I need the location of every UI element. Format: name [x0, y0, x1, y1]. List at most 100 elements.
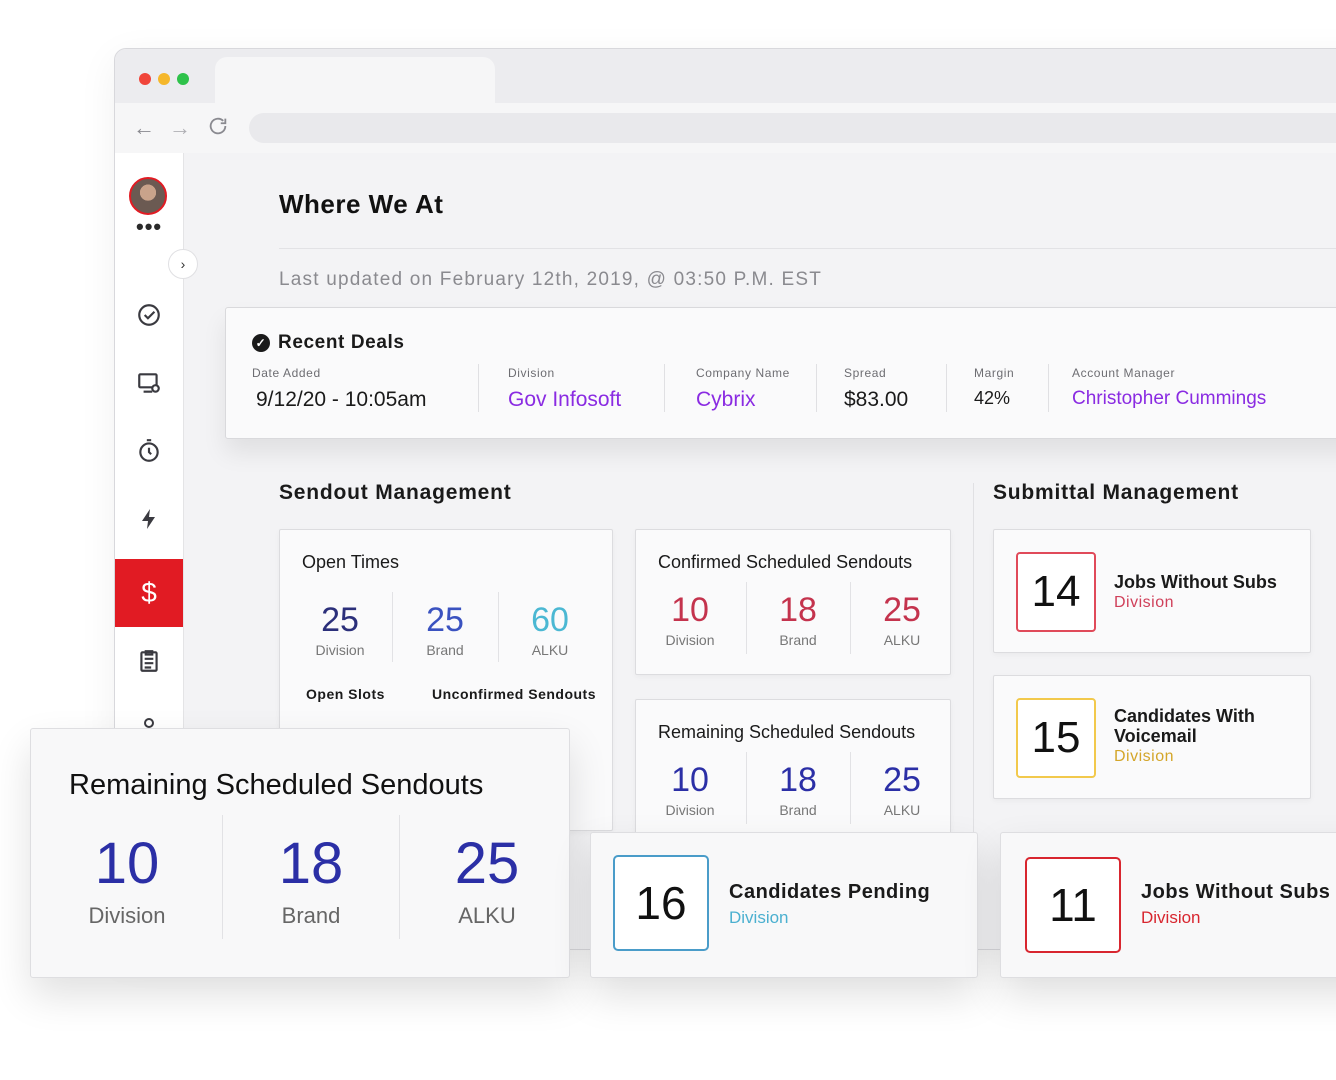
- card-title: Remaining Scheduled Sendouts: [658, 722, 916, 742]
- lightning-icon[interactable]: [115, 485, 183, 553]
- deal-label: Company Name: [696, 366, 790, 380]
- desktop-settings-icon[interactable]: [115, 349, 183, 417]
- deal-label: Margin: [974, 366, 1015, 380]
- back-arrow-icon[interactable]: ←: [133, 115, 155, 140]
- deal-label: Spread: [844, 366, 887, 380]
- submittal-management-heading: Submittal Management: [993, 481, 1239, 504]
- sidebar-collapse-button[interactable]: ›: [168, 249, 198, 279]
- deal-label: Division: [508, 366, 555, 380]
- candidates-voicemail-count: 15: [1016, 698, 1096, 778]
- divider: [746, 752, 747, 824]
- stat-value: 18: [779, 761, 817, 799]
- stat-value: 10: [94, 831, 160, 896]
- clipboard-icon[interactable]: [115, 627, 183, 695]
- stat-value: 10: [671, 591, 709, 629]
- title-bar: [115, 49, 1336, 103]
- stopwatch-icon[interactable]: [115, 417, 183, 485]
- unconfirmed-sendouts-label: Unconfirmed Sendouts: [432, 686, 597, 702]
- divider: [816, 364, 817, 412]
- open-slots-label: Open Slots: [306, 686, 385, 702]
- stat-alku: 25 ALKU: [862, 762, 942, 818]
- stat-alku: 60 ALKU: [510, 602, 590, 658]
- forward-arrow-icon[interactable]: →: [169, 115, 191, 140]
- jobs-without-subs-card[interactable]: 14 Jobs Without Subs Division: [993, 529, 1311, 653]
- deal-value: 9/12/20 - 10:05am: [256, 388, 427, 411]
- divider: [222, 815, 223, 939]
- minimize-window-button[interactable]: [158, 73, 170, 85]
- last-updated-text: Last updated on February 12th, 2019, @ 0…: [279, 269, 823, 290]
- deal-account-manager-link[interactable]: Christopher Cummings: [1072, 388, 1267, 409]
- stat-value: 25: [454, 831, 520, 896]
- card-subtitle: Division: [729, 908, 789, 927]
- stat-label: Division: [665, 632, 715, 648]
- deal-label: Date Added: [252, 366, 321, 380]
- stat-value: 25: [426, 601, 464, 639]
- reload-icon[interactable]: [205, 115, 231, 141]
- stat-label: ALKU: [883, 632, 921, 648]
- deal-account-manager: Account Manager Christopher Cummings: [1072, 366, 1266, 410]
- stat-value: 25: [883, 761, 921, 799]
- deal-division-link[interactable]: Gov Infosoft: [508, 388, 622, 411]
- chevron-right-icon: ›: [180, 256, 186, 272]
- browser-tab[interactable]: [215, 57, 495, 103]
- deal-date-added: Date Added 9/12/20 - 10:05am: [252, 366, 426, 412]
- stat-brand: 18 Brand: [758, 762, 838, 818]
- check-circle-icon[interactable]: [115, 281, 183, 349]
- stat-label: Brand: [281, 903, 341, 928]
- maximize-window-button[interactable]: [177, 73, 189, 85]
- card-title: Jobs Without Subs: [1141, 881, 1331, 903]
- check-circle-icon: ✓: [252, 334, 270, 352]
- stat-label: Division: [88, 903, 166, 928]
- stat-label: Division: [665, 802, 715, 818]
- more-menu-icon[interactable]: •••: [136, 214, 163, 239]
- card-subtitle: Division: [1114, 594, 1175, 611]
- stat-division: 10 Division: [650, 762, 730, 818]
- card-subtitle: Division: [1141, 908, 1201, 927]
- deal-margin: Margin 42%: [974, 366, 1014, 409]
- avatar[interactable]: [129, 177, 167, 215]
- divider: [399, 815, 400, 939]
- stat-label: ALKU: [883, 802, 921, 818]
- candidates-pending-count: 16: [613, 855, 709, 951]
- deal-company-link[interactable]: Cybrix: [696, 388, 756, 411]
- recent-deals-title: ✓ Recent Deals: [252, 332, 405, 354]
- deal-spread: Spread $83.00: [844, 366, 908, 412]
- stat-label: Brand: [426, 642, 464, 658]
- card-title: Remaining Scheduled Sendouts: [69, 769, 484, 801]
- card-title: Candidates Pending: [729, 881, 931, 903]
- deal-division: Division Gov Infosoft: [508, 366, 621, 412]
- floating-jobs-without-subs-card[interactable]: 11 Jobs Without Subs Division: [1000, 832, 1336, 978]
- divider: [1048, 364, 1049, 412]
- card-title: Open Times: [302, 552, 400, 572]
- card-title: Candidates With Voicemail: [1114, 706, 1255, 746]
- stat-brand: 18 Brand: [251, 835, 371, 929]
- divider: [850, 582, 851, 654]
- divider: [279, 248, 1336, 249]
- divider: [498, 592, 499, 662]
- main-content: Where We At Last updated on February 12t…: [225, 153, 1336, 949]
- address-bar[interactable]: [249, 113, 1336, 143]
- deal-company-name: Company Name Cybrix: [696, 366, 790, 412]
- deal-value: 42%: [974, 388, 1011, 408]
- stat-value: 18: [779, 591, 817, 629]
- stat-label: Brand: [779, 632, 817, 648]
- card-subtitle: Division: [1114, 748, 1175, 765]
- stat-alku: 25 ALKU: [862, 592, 942, 648]
- divider: [746, 582, 747, 654]
- stat-division: 10 Division: [650, 592, 730, 648]
- stat-alku: 25 ALKU: [427, 835, 547, 929]
- deal-label: Account Manager: [1072, 366, 1176, 380]
- candidates-voicemail-card[interactable]: 15 Candidates With Voicemail Division: [993, 675, 1311, 799]
- stat-label: Brand: [779, 802, 817, 818]
- dollar-icon[interactable]: $: [115, 559, 183, 627]
- floating-candidates-pending-card[interactable]: 16 Candidates Pending Division: [590, 832, 978, 978]
- close-window-button[interactable]: [139, 73, 151, 85]
- deal-value: $83.00: [844, 388, 909, 411]
- card-title: Jobs Without Subs: [1114, 572, 1277, 592]
- divider: [478, 364, 479, 412]
- stat-label: Division: [315, 642, 365, 658]
- jobs-without-subs-count: 11: [1025, 857, 1121, 953]
- recent-deals-card: ✓ Recent Deals Date Added 9/12/20 - 10:0…: [225, 307, 1336, 439]
- stat-division: 10 Division: [67, 835, 187, 929]
- browser-toolbar: ← →: [115, 103, 1336, 153]
